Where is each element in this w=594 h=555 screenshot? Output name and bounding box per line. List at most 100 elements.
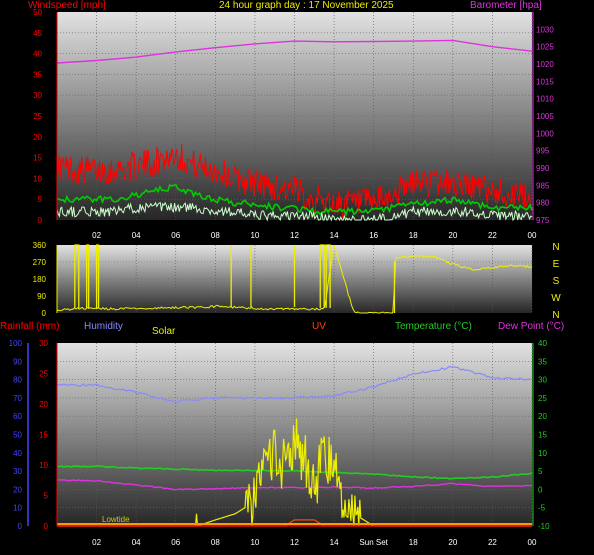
- barometer-y-tick-label: 985: [536, 181, 550, 190]
- solar-legend-label: Solar: [152, 326, 176, 337]
- rainfall-y-tick-label: 5: [44, 492, 49, 501]
- climate-x-tick-label: Sun Set: [359, 538, 388, 547]
- uv-legend-label: UV: [312, 321, 326, 332]
- compass-label: S: [553, 276, 560, 287]
- humidity-y-tick-label: 0: [18, 522, 23, 531]
- compass-label: N: [552, 242, 559, 253]
- climate-x-tick-label: 08: [211, 538, 220, 547]
- wind-x-tick-label: 02: [92, 231, 101, 240]
- rainfall-y-tick-label: 15: [39, 431, 48, 440]
- direction-y-tick-label: 360: [33, 241, 47, 250]
- windspeed-y-tick-label: 30: [33, 91, 42, 100]
- wind-direction-spike: [95, 244, 100, 308]
- temperature-y-tick-label: 0: [538, 485, 543, 494]
- humidity-y-tick-label: 70: [13, 394, 22, 403]
- windspeed-y-tick-label: 5: [38, 195, 43, 204]
- wind-direction-line: [56, 244, 533, 314]
- wind-x-tick-label: 00: [528, 231, 537, 240]
- barometer-y-tick-label: 1010: [536, 95, 554, 104]
- windspeed-y-tick-label: 10: [33, 174, 42, 183]
- barometer-y-tick-label: 1005: [536, 112, 554, 121]
- wind-x-tick-label: 18: [409, 231, 418, 240]
- barometer-axis-label: Barometer [hpa]: [470, 0, 542, 11]
- dewpoint-legend-label: Dew Point (°C): [498, 321, 565, 332]
- wind-barometer-chart: 0510152025303540455097598098599099510001…: [33, 8, 554, 240]
- compass-label: N: [552, 310, 559, 321]
- direction-y-tick-label: 270: [33, 258, 47, 267]
- wind-direction-spike: [74, 244, 80, 308]
- climate-x-tick-label: 14: [330, 538, 339, 547]
- windspeed-y-tick-label: 25: [33, 112, 42, 121]
- wind-direction-spike: [86, 244, 90, 308]
- temperature-y-tick-label: 25: [538, 394, 547, 403]
- lowtide-annotation: Lowtide: [102, 515, 130, 524]
- climate-x-tick-label: 20: [448, 538, 457, 547]
- wind-x-tick-label: 22: [488, 231, 497, 240]
- humidity-y-tick-label: 10: [13, 504, 22, 513]
- compass-label: E: [553, 259, 560, 270]
- humidity-y-tick-label: 30: [13, 467, 22, 476]
- barometer-y-tick-label: 975: [536, 216, 550, 225]
- wind-direction-spike: [325, 244, 331, 308]
- humidity-y-tick-label: 80: [13, 376, 22, 385]
- temperature-y-tick-label: 5: [538, 467, 543, 476]
- humidity-legend-label: Humidity: [84, 321, 123, 332]
- wind-x-tick-label: 04: [132, 231, 141, 240]
- humidity-y-tick-label: 60: [13, 412, 22, 421]
- barometer-y-tick-label: 1015: [536, 77, 554, 86]
- barometer-y-tick-label: 1030: [536, 25, 554, 34]
- humidity-y-tick-label: 50: [13, 431, 22, 440]
- humidity-y-tick-label: 40: [13, 449, 22, 458]
- wind-average-line: [56, 183, 533, 217]
- climate-x-tick-label: 04: [132, 538, 141, 547]
- windspeed-y-tick-label: 20: [33, 133, 42, 142]
- windspeed-y-tick-label: 15: [33, 154, 42, 163]
- rainfall-y-tick-label: 0: [44, 522, 49, 531]
- direction-y-tick-label: 90: [37, 292, 46, 301]
- climate-x-tick-label: 18: [409, 538, 418, 547]
- barometer-y-tick-label: 1025: [536, 43, 554, 52]
- climate-x-tick-label: 00: [528, 538, 537, 547]
- barometer-y-tick-label: 990: [536, 164, 550, 173]
- windspeed-y-tick-label: 40: [33, 50, 42, 59]
- wind-low-line: [56, 201, 533, 222]
- temperature-y-tick-label: 15: [538, 431, 547, 440]
- temperature-y-tick-label: 35: [538, 357, 547, 366]
- compass-label: W: [551, 293, 561, 304]
- climate-x-tick-label: 02: [92, 538, 101, 547]
- humidity-line: [56, 365, 533, 403]
- rainfall-y-tick-label: 25: [39, 370, 48, 379]
- windspeed-y-tick-label: 0: [38, 216, 43, 225]
- wind-x-tick-label: 10: [250, 231, 259, 240]
- climate-chart: Lowtide010203040506070809010005101520253…: [9, 339, 550, 547]
- windspeed-axis-label: Windspeed [mph]: [28, 0, 106, 11]
- climate-x-tick-label: 12: [290, 538, 299, 547]
- climate-x-tick-label: 06: [171, 538, 180, 547]
- wind-direction-spike: [319, 244, 325, 308]
- windspeed-y-tick-label: 35: [33, 70, 42, 79]
- temperature-y-tick-label: 20: [538, 412, 547, 421]
- barometer-y-tick-label: 995: [536, 147, 550, 156]
- wind-x-tick-label: 12: [290, 231, 299, 240]
- temperature-line: [56, 465, 533, 480]
- climate-x-tick-label: 22: [488, 538, 497, 547]
- climate-x-tick-label: 10: [250, 538, 259, 547]
- rainfall-y-tick-label: 20: [39, 400, 48, 409]
- rainfall-y-tick-label: 10: [39, 461, 48, 470]
- humidity-y-tick-label: 90: [13, 357, 22, 366]
- temperature-y-tick-label: 40: [538, 339, 547, 348]
- windspeed-y-tick-label: 50: [33, 8, 42, 17]
- dewpoint-line: [56, 479, 533, 491]
- barometer-y-tick-label: 980: [536, 199, 550, 208]
- wind-x-tick-label: 08: [211, 231, 220, 240]
- windspeed-y-tick-label: 45: [33, 29, 42, 38]
- rainfall-legend-label: Rainfall (mm): [0, 321, 60, 332]
- humidity-y-tick-label: 20: [13, 485, 22, 494]
- temperature-y-tick-label: -10: [538, 522, 550, 531]
- wind-x-tick-label: 16: [369, 231, 378, 240]
- wind-x-tick-label: 06: [171, 231, 180, 240]
- wind-gust-line: [56, 144, 533, 220]
